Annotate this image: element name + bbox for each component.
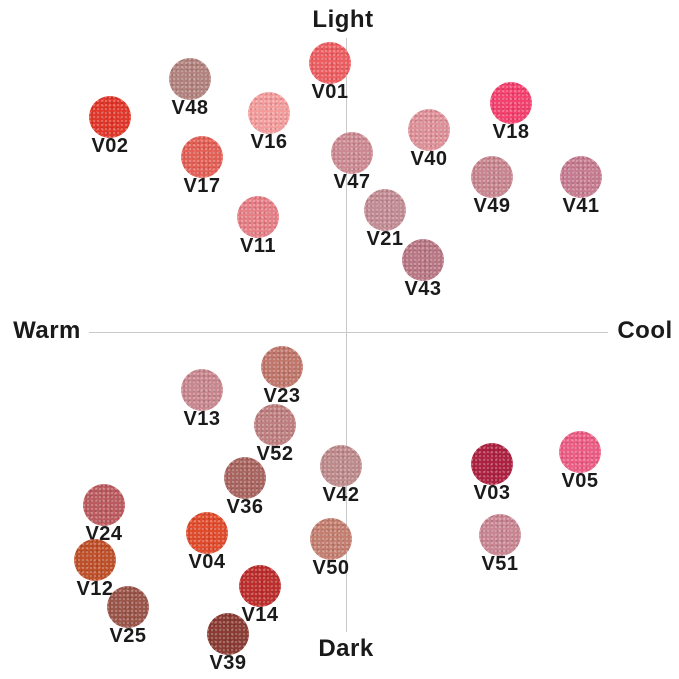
shade-label: V39 xyxy=(209,652,247,674)
shade-dot xyxy=(320,445,362,487)
shade-label: V12 xyxy=(76,578,114,600)
shade-swatch-V13: V13 xyxy=(181,369,223,430)
shade-swatch-V01: V01 xyxy=(309,42,351,103)
shade-swatch-V48: V48 xyxy=(169,58,211,119)
shade-dot xyxy=(408,109,450,151)
shade-swatch-V23: V23 xyxy=(261,346,303,407)
shade-swatch-V40: V40 xyxy=(408,109,450,170)
shade-label: V17 xyxy=(183,175,221,197)
shade-dot xyxy=(479,514,521,556)
shade-dot xyxy=(364,189,406,231)
shade-label: V43 xyxy=(404,278,442,300)
shade-swatch-V49: V49 xyxy=(471,156,513,217)
shade-swatch-V42: V42 xyxy=(320,445,362,506)
shade-swatch-V21: V21 xyxy=(364,189,406,250)
shade-swatch-V11: V11 xyxy=(237,196,279,257)
shade-label: V36 xyxy=(226,496,264,518)
shade-swatch-V12: V12 xyxy=(74,539,116,600)
shade-label: V40 xyxy=(410,148,448,170)
shade-label: V41 xyxy=(562,195,600,217)
light-dark-axis-line xyxy=(346,38,347,632)
shade-label: V16 xyxy=(250,131,288,153)
shade-dot xyxy=(309,42,351,84)
axis-label-light: Light xyxy=(312,6,374,33)
shade-label: V51 xyxy=(481,553,519,575)
shade-label: V01 xyxy=(311,81,349,103)
shade-swatch-V24: V24 xyxy=(83,484,125,545)
shade-dot xyxy=(239,565,281,607)
shade-swatch-V47: V47 xyxy=(331,132,373,193)
shade-swatch-V17: V17 xyxy=(181,136,223,197)
shade-label: V42 xyxy=(322,484,360,506)
shade-swatch-V50: V50 xyxy=(310,518,352,579)
shade-dot xyxy=(181,136,223,178)
shade-label: V04 xyxy=(188,551,226,573)
shade-label: V50 xyxy=(312,557,350,579)
shade-swatch-V36: V36 xyxy=(224,457,266,518)
shade-dot xyxy=(254,404,296,446)
shade-dot xyxy=(224,457,266,499)
shade-label: V02 xyxy=(91,135,129,157)
shade-swatch-V02: V02 xyxy=(89,96,131,157)
shade-swatch-V14: V14 xyxy=(239,565,281,626)
axis-label-dark: Dark xyxy=(318,635,374,662)
shade-dot xyxy=(74,539,116,581)
shade-dot xyxy=(261,346,303,388)
shade-swatch-V52: V52 xyxy=(254,404,296,465)
shade-dot xyxy=(471,156,513,198)
shade-swatch-V51: V51 xyxy=(479,514,521,575)
axis-label-cool: Cool xyxy=(617,317,673,344)
shade-label: V48 xyxy=(171,97,209,119)
shade-dot xyxy=(107,586,149,628)
shade-swatch-V18: V18 xyxy=(490,82,532,143)
shade-dot xyxy=(181,369,223,411)
warm-cool-axis-line xyxy=(89,332,608,333)
shade-dot xyxy=(89,96,131,138)
shade-dot xyxy=(471,443,513,485)
shade-dot xyxy=(237,196,279,238)
shade-swatch-V16: V16 xyxy=(248,92,290,153)
shade-dot xyxy=(248,92,290,134)
shade-dot xyxy=(331,132,373,174)
shade-label: V05 xyxy=(561,470,599,492)
shade-dot xyxy=(83,484,125,526)
shade-dot xyxy=(169,58,211,100)
shade-label: V47 xyxy=(333,171,371,193)
shade-label: V14 xyxy=(241,604,279,626)
shade-swatch-V43: V43 xyxy=(402,239,444,300)
shade-label: V49 xyxy=(473,195,511,217)
axis-label-warm: Warm xyxy=(13,317,81,344)
shade-swatch-V05: V05 xyxy=(559,431,601,492)
shade-swatch-V04: V04 xyxy=(186,512,228,573)
shade-dot xyxy=(560,156,602,198)
shade-dot xyxy=(186,512,228,554)
shade-dot xyxy=(490,82,532,124)
shade-label: V25 xyxy=(109,625,147,647)
shade-label: V52 xyxy=(256,443,294,465)
shade-label: V03 xyxy=(473,482,511,504)
shade-dot xyxy=(402,239,444,281)
shade-label: V21 xyxy=(366,228,404,250)
shade-dot xyxy=(559,431,601,473)
shade-label: V11 xyxy=(240,235,276,257)
shade-swatch-V03: V03 xyxy=(471,443,513,504)
shade-swatch-V25: V25 xyxy=(107,586,149,647)
shade-label: V13 xyxy=(183,408,221,430)
shade-label: V23 xyxy=(263,385,301,407)
shade-label: V18 xyxy=(492,121,530,143)
shade-dot xyxy=(207,613,249,655)
shade-swatch-V41: V41 xyxy=(560,156,602,217)
shade-swatch-V39: V39 xyxy=(207,613,249,674)
shade-dot xyxy=(310,518,352,560)
